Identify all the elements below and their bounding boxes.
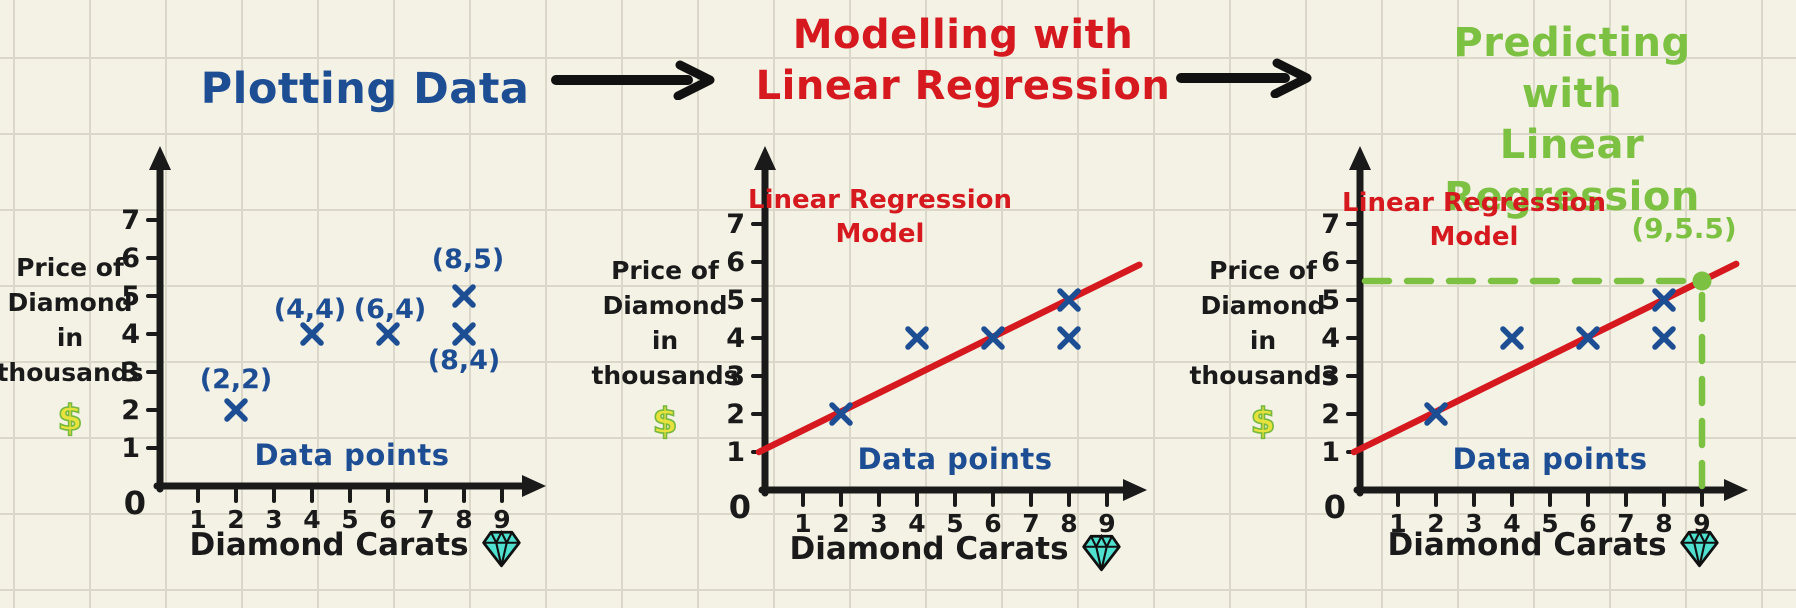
x-axis-label-row: Diamond Carats: [1387, 524, 1720, 568]
arrow-right-icon: [548, 60, 720, 101]
data-point-marker: [452, 322, 476, 346]
data-point-marker: [981, 326, 1005, 350]
y-axis-label-line: thousands: [1189, 361, 1337, 390]
arrow-right-icon: [1175, 58, 1315, 99]
origin-label: 0: [124, 484, 146, 522]
data-point-label: (8,5): [432, 244, 505, 275]
y-axis-label-block: Price of Diamond in thousands $: [0, 250, 155, 444]
dollar-sign-icon: $: [57, 397, 84, 440]
panel-title-plotting-data: Plotting Data: [200, 64, 530, 114]
y-axis-arrowhead: [1349, 146, 1371, 170]
data-points-caption: Data points: [857, 442, 1053, 476]
x-axis-label-row: Diamond Carats: [789, 528, 1122, 572]
prediction-point: [1692, 271, 1712, 291]
y-axis-label-line: Price of: [611, 256, 719, 285]
regression-line: [755, 261, 1143, 456]
data-point-marker: [829, 402, 853, 426]
data-point-marker: [300, 322, 324, 346]
x-axis-label: Diamond Carats: [789, 531, 1069, 567]
data-point-marker: [1424, 402, 1448, 426]
diamond-gem-icon: [1680, 529, 1719, 568]
dollar-sign-icon: $: [652, 400, 679, 443]
data-point-label: (2,2): [200, 364, 273, 395]
data-point-marker: [452, 284, 476, 308]
data-point-marker: [224, 398, 248, 422]
data-point-marker: [1576, 326, 1600, 350]
x-axis-label: Diamond Carats: [1387, 527, 1667, 563]
y-axis-arrowhead: [754, 146, 776, 170]
data-point-label: (6,4): [354, 294, 427, 325]
data-point-marker: [452, 322, 476, 346]
data-point-marker: [1500, 326, 1524, 350]
dollar-sign-icon: $: [1250, 400, 1277, 443]
panel-title-modelling: Modelling with Linear Regression: [755, 12, 1171, 110]
data-point-marker: [1652, 326, 1676, 350]
data-point-marker: [1652, 288, 1676, 312]
data-point-marker: [376, 322, 400, 346]
x-axis-arrowhead: [522, 475, 546, 497]
data-point-marker: [1057, 326, 1081, 350]
data-point-marker: [1057, 326, 1081, 350]
diamond-gem-icon: [482, 529, 521, 568]
data-point-marker: [1500, 326, 1524, 350]
data-point-marker: [224, 398, 248, 422]
panel-title-predicting: Predicting with Linear Regression: [1444, 20, 1700, 220]
data-point-marker: [1057, 288, 1081, 312]
data-point-marker: [1652, 326, 1676, 350]
y-axis-label-line: Diamond: [602, 291, 728, 320]
y-axis-label-block: Price of Diamond in thousands $: [580, 253, 750, 447]
regression-model-annotation: Linear Regression Model: [748, 185, 1012, 249]
y-axis-label-line: Price of: [1209, 256, 1317, 285]
x-axis-arrowhead: [1123, 479, 1147, 501]
diamond-gem-icon: [1082, 533, 1121, 572]
y-axis-label-line: Diamond: [1200, 291, 1326, 320]
x-axis-label-row: Diamond Carats: [189, 524, 522, 568]
prediction-point-label: (9,5.5): [1631, 212, 1737, 245]
origin-label: 0: [729, 488, 751, 526]
data-point-label: (4,4): [274, 294, 347, 325]
regression-model-annotation: Linear Regression Model: [1342, 188, 1606, 252]
y-axis-label-block: Price of Diamond in thousands $: [1178, 253, 1348, 447]
data-point-marker: [981, 326, 1005, 350]
data-point-label: (8,4): [428, 345, 501, 376]
data-point-marker: [1652, 288, 1676, 312]
data-point-marker: [376, 322, 400, 346]
y-axis-label-line: in: [56, 323, 84, 352]
y-tick-label: 7: [726, 209, 745, 240]
data-point-marker: [1057, 288, 1081, 312]
x-axis-arrowhead: [1724, 479, 1748, 501]
data-point-marker: [905, 326, 929, 350]
y-axis-label-line: thousands: [0, 358, 144, 387]
origin-label: 0: [1324, 488, 1346, 526]
x-axis-label: Diamond Carats: [189, 527, 469, 563]
data-point-marker: [300, 322, 324, 346]
y-axis-label-line: in: [651, 326, 679, 355]
data-point-marker: [829, 402, 853, 426]
regression-line: [1350, 260, 1740, 456]
y-axis-label-line: thousands: [591, 361, 739, 390]
data-point-marker: [905, 326, 929, 350]
y-axis-arrowhead: [149, 146, 171, 170]
y-axis-label-line: in: [1249, 326, 1277, 355]
data-point-marker: [452, 284, 476, 308]
data-points-caption: Data points: [1452, 442, 1648, 476]
data-point-marker: [1424, 402, 1448, 426]
data-point-marker: [1576, 326, 1600, 350]
y-axis-label-line: Price of: [16, 253, 124, 282]
y-tick-label: 7: [1321, 209, 1340, 240]
data-points-caption: Data points: [254, 438, 450, 472]
y-axis-label-line: Diamond: [7, 288, 133, 317]
y-tick-label: 7: [121, 205, 140, 236]
